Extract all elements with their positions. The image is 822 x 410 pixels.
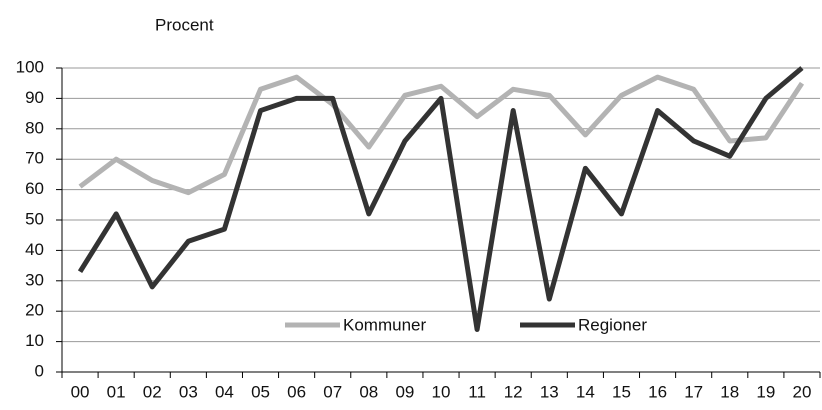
y-axis-label: Procent bbox=[155, 15, 214, 34]
legend-label: Kommuner bbox=[343, 315, 426, 334]
y-tick-label: 80 bbox=[25, 118, 44, 137]
x-tick-label: 19 bbox=[756, 382, 775, 401]
x-tick-label: 01 bbox=[107, 382, 126, 401]
x-tick-label: 06 bbox=[287, 382, 306, 401]
y-tick-label: 100 bbox=[16, 57, 44, 76]
legend-label: Regioner bbox=[578, 315, 647, 334]
y-tick-label: 10 bbox=[25, 331, 44, 350]
x-tick-label: 13 bbox=[540, 382, 559, 401]
x-tick-label: 07 bbox=[323, 382, 342, 401]
line-series bbox=[77, 66, 804, 332]
x-tick-label: 16 bbox=[648, 382, 667, 401]
y-tick-label: 30 bbox=[25, 270, 44, 289]
x-tick-label: 03 bbox=[179, 382, 198, 401]
x-tick-label: 14 bbox=[576, 382, 595, 401]
x-tick-label: 18 bbox=[720, 382, 739, 401]
y-tick-label: 0 bbox=[35, 361, 44, 380]
x-tick-label: 00 bbox=[71, 382, 90, 401]
x-tick-label: 15 bbox=[612, 382, 631, 401]
y-tick-label: 90 bbox=[25, 88, 44, 107]
x-tick-label: 08 bbox=[359, 382, 378, 401]
x-tick-label: 20 bbox=[792, 382, 811, 401]
y-tick-label: 40 bbox=[25, 240, 44, 259]
x-tick-label: 05 bbox=[251, 382, 270, 401]
x-tick-label: 09 bbox=[395, 382, 414, 401]
y-tick-label: 60 bbox=[25, 179, 44, 198]
x-tick-label: 17 bbox=[684, 382, 703, 401]
x-tick-label: 12 bbox=[504, 382, 523, 401]
line-series bbox=[78, 74, 805, 196]
x-tick-label: 10 bbox=[432, 382, 451, 401]
x-tick-label: 04 bbox=[215, 382, 234, 401]
y-tick-label: 70 bbox=[25, 149, 44, 168]
x-tick-label: 11 bbox=[468, 382, 486, 401]
y-tick-label: 20 bbox=[25, 301, 44, 320]
y-tick-label: 50 bbox=[25, 209, 44, 228]
x-tick-label: 02 bbox=[143, 382, 162, 401]
